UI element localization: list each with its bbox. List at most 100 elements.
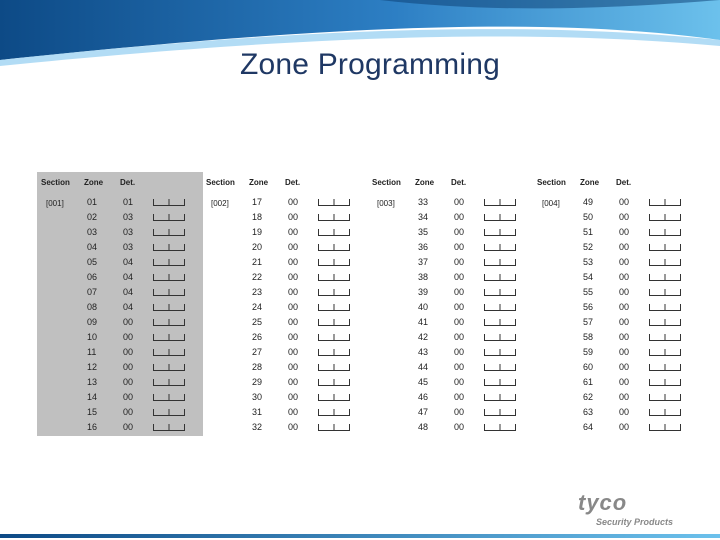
- entry-box[interactable]: [318, 409, 350, 416]
- entry-box[interactable]: [318, 289, 350, 296]
- entry-box[interactable]: [318, 379, 350, 386]
- entry-box[interactable]: [649, 379, 681, 386]
- entry-box[interactable]: [318, 199, 350, 206]
- entry-box[interactable]: [318, 304, 350, 311]
- entry-box[interactable]: [318, 229, 350, 236]
- entry-box[interactable]: [153, 259, 185, 266]
- zone-definition: 04: [123, 257, 134, 267]
- entry-box[interactable]: [153, 289, 185, 296]
- entry-box[interactable]: [649, 334, 681, 341]
- zone-number: 25: [252, 317, 263, 327]
- zone-number: 18: [252, 212, 263, 222]
- entry-box[interactable]: [649, 349, 681, 356]
- entry-box[interactable]: [153, 349, 185, 356]
- entry-box[interactable]: [484, 259, 516, 266]
- entry-box[interactable]: [153, 244, 185, 251]
- section-number: [002]: [211, 199, 229, 208]
- zone-header: Zone: [580, 178, 600, 187]
- zone-definition: 00: [454, 422, 465, 432]
- zone-number: 44: [418, 362, 429, 372]
- entry-box[interactable]: [153, 274, 185, 281]
- zone-number: 60: [583, 362, 594, 372]
- entry-box[interactable]: [318, 214, 350, 221]
- zone-number: 33: [418, 197, 429, 207]
- entry-box[interactable]: [649, 424, 681, 431]
- entry-box[interactable]: [484, 379, 516, 386]
- zone-number: 34: [418, 212, 429, 222]
- entry-box[interactable]: [649, 319, 681, 326]
- entry-box[interactable]: [484, 424, 516, 431]
- entry-box[interactable]: [153, 319, 185, 326]
- entry-box[interactable]: [649, 244, 681, 251]
- zone-definition: 00: [619, 287, 630, 297]
- entry-box[interactable]: [649, 274, 681, 281]
- entry-box[interactable]: [318, 364, 350, 371]
- entry-box[interactable]: [649, 214, 681, 221]
- entry-box[interactable]: [153, 364, 185, 371]
- entry-box[interactable]: [484, 199, 516, 206]
- entry-box[interactable]: [153, 214, 185, 221]
- entry-box[interactable]: [484, 364, 516, 371]
- entry-box[interactable]: [649, 289, 681, 296]
- zone-definition: 00: [123, 392, 134, 402]
- entry-box[interactable]: [318, 424, 350, 431]
- zone-number: 13: [87, 377, 98, 387]
- entry-box[interactable]: [484, 334, 516, 341]
- entry-box[interactable]: [153, 229, 185, 236]
- entry-box[interactable]: [484, 409, 516, 416]
- zone-number: 53: [583, 257, 594, 267]
- entry-box[interactable]: [649, 199, 681, 206]
- tyco-logo: tyco Security Products: [570, 490, 700, 530]
- zone-definition: 00: [123, 347, 134, 357]
- zone-definition: 01: [123, 197, 134, 207]
- entry-box[interactable]: [649, 304, 681, 311]
- entry-box[interactable]: [649, 364, 681, 371]
- entry-box[interactable]: [649, 229, 681, 236]
- entry-box[interactable]: [153, 334, 185, 341]
- entry-box[interactable]: [318, 334, 350, 341]
- entry-box[interactable]: [318, 394, 350, 401]
- zone-definition: 00: [619, 332, 630, 342]
- entry-box[interactable]: [153, 199, 185, 206]
- entry-box[interactable]: [318, 259, 350, 266]
- zone-number: 41: [418, 317, 429, 327]
- zone-number: 62: [583, 392, 594, 402]
- zone-definition: 00: [454, 272, 465, 282]
- entry-box[interactable]: [484, 229, 516, 236]
- entry-box[interactable]: [318, 319, 350, 326]
- zone-definition: 00: [288, 272, 299, 282]
- entry-box[interactable]: [484, 304, 516, 311]
- entry-box[interactable]: [318, 244, 350, 251]
- zone-definition: 00: [123, 377, 134, 387]
- entry-box[interactable]: [153, 394, 185, 401]
- entry-box[interactable]: [484, 214, 516, 221]
- entry-box[interactable]: [153, 304, 185, 311]
- zone-number: 03: [87, 227, 98, 237]
- entry-box[interactable]: [484, 244, 516, 251]
- entry-box[interactable]: [153, 409, 185, 416]
- zone-definition: 03: [123, 212, 134, 222]
- entry-box[interactable]: [318, 349, 350, 356]
- zone-definition: 00: [454, 362, 465, 372]
- zone-number: 06: [87, 272, 98, 282]
- entry-box[interactable]: [318, 274, 350, 281]
- zone-number: 52: [583, 242, 594, 252]
- entry-box[interactable]: [484, 349, 516, 356]
- zone-number: 42: [418, 332, 429, 342]
- entry-box[interactable]: [484, 274, 516, 281]
- entry-box[interactable]: [484, 289, 516, 296]
- entry-box[interactable]: [649, 259, 681, 266]
- entry-box[interactable]: [649, 409, 681, 416]
- entry-box[interactable]: [153, 379, 185, 386]
- entry-box[interactable]: [649, 394, 681, 401]
- entry-box[interactable]: [484, 319, 516, 326]
- zone-number: 40: [418, 302, 429, 312]
- zone-definition: 00: [454, 257, 465, 267]
- zone-definition: 03: [123, 227, 134, 237]
- definition-header: Det.: [616, 178, 632, 187]
- entry-box[interactable]: [153, 424, 185, 431]
- section-number: [003]: [377, 199, 395, 208]
- entry-box[interactable]: [484, 394, 516, 401]
- zone-number: 27: [252, 347, 263, 357]
- zone-table-3: Section Zone Det. [003] 33 00 34 00 35 00 36 00 37 00…: [368, 172, 534, 436]
